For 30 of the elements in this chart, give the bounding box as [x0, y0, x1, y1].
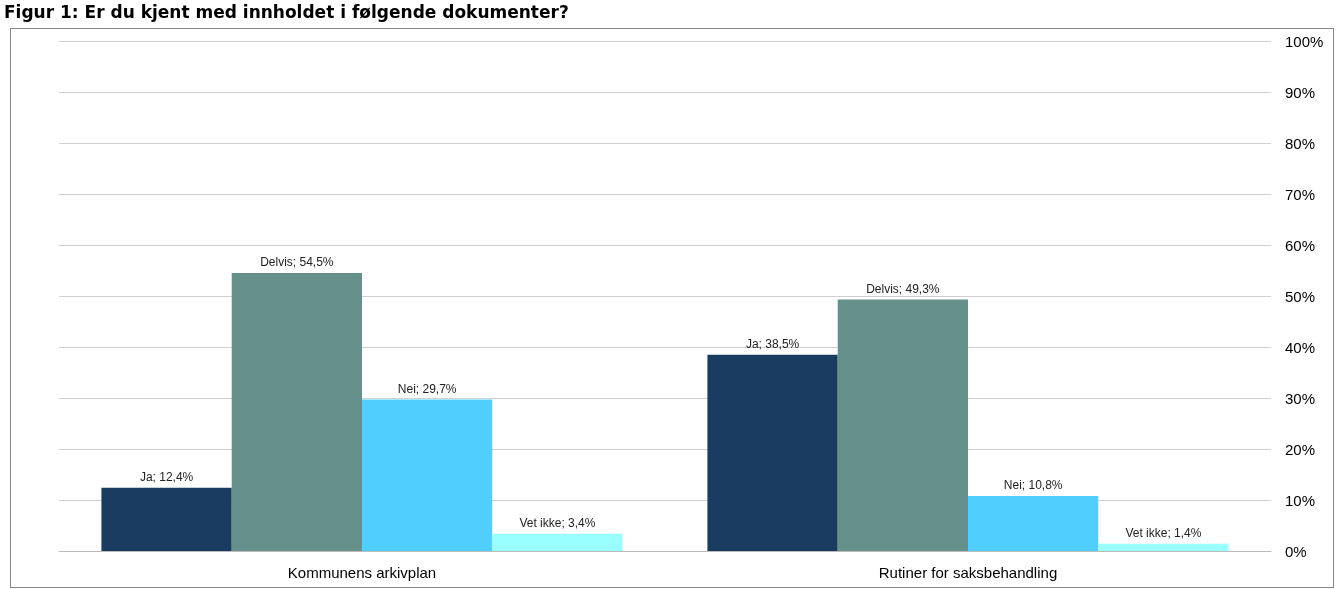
data-label: Delvis; 49,3% — [866, 281, 940, 296]
data-label: Ja; 12,4% — [139, 469, 194, 484]
data-label: Nei; 29,7% — [397, 381, 457, 396]
bar — [231, 273, 362, 551]
bar — [837, 299, 968, 551]
bar — [968, 495, 1099, 551]
y-tick-label: 20% — [1285, 440, 1316, 458]
bar — [492, 533, 623, 551]
y-tick-label: 10% — [1285, 491, 1316, 509]
data-label: Delvis; 54,5% — [260, 255, 334, 270]
data-label: Vet ikke; 1,4% — [1125, 525, 1202, 540]
y-tick-label: 100% — [1285, 32, 1324, 50]
bar — [707, 354, 838, 551]
data-label: Nei; 10,8% — [1003, 477, 1063, 492]
data-label: Ja; 38,5% — [745, 336, 800, 351]
data-label: Vet ikke; 3,4% — [519, 515, 596, 530]
y-tick-label: 70% — [1285, 185, 1316, 203]
y-tick-label: 60% — [1285, 236, 1316, 254]
bar — [362, 399, 493, 551]
bar — [1098, 543, 1229, 551]
y-tick-label: 40% — [1285, 338, 1316, 356]
y-tick-label: 0% — [1285, 542, 1307, 560]
y-tick-label: 90% — [1285, 83, 1316, 101]
y-tick-label: 80% — [1285, 134, 1316, 152]
bar — [101, 487, 232, 551]
chart-title: Figur 1: Er du kjent med innholdet i følgende dokumenter? — [3, 1, 570, 24]
x-tick-label: Kommunens arkivplan — [287, 564, 437, 581]
y-tick-label: 30% — [1285, 389, 1316, 407]
x-tick-label: Rutiner for saksbehandling — [878, 564, 1058, 581]
y-tick-label: 50% — [1285, 287, 1316, 305]
